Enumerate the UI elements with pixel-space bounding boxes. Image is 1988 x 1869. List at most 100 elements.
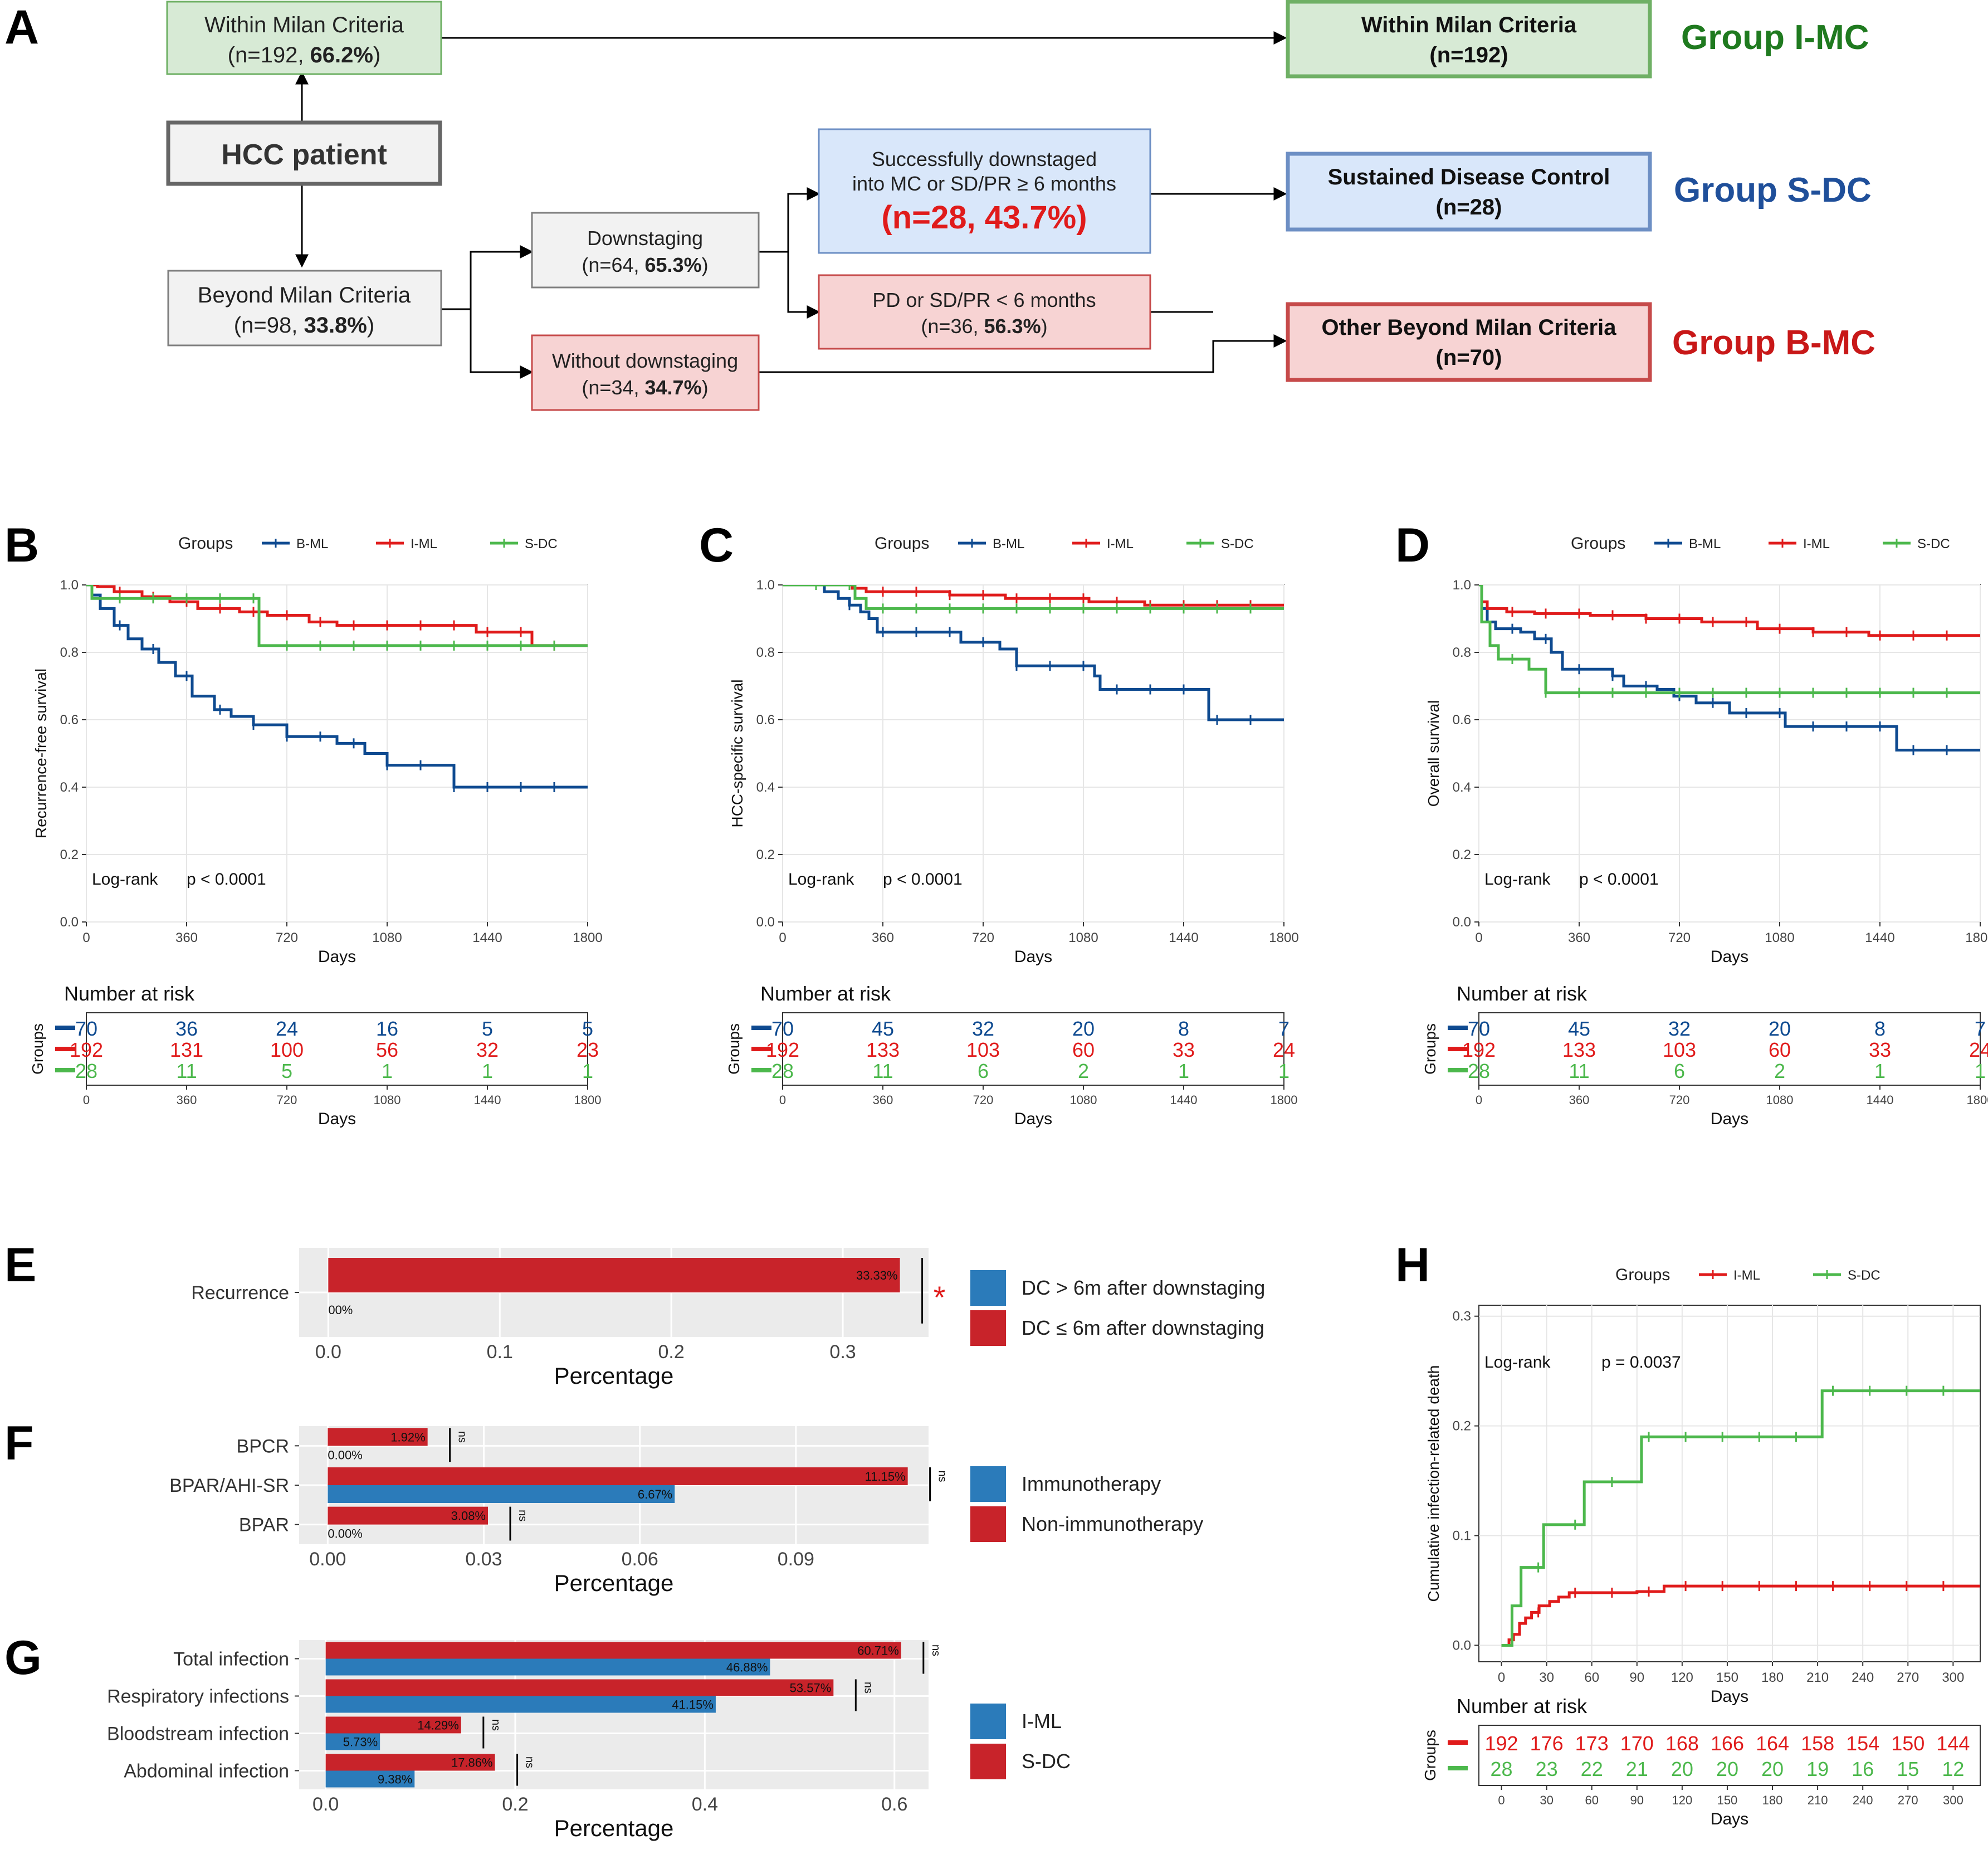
svg-text:(n=192): (n=192) <box>1429 43 1508 67</box>
panel-label-c: C <box>699 519 734 572</box>
x-axis-title: Percentage <box>554 1815 674 1841</box>
panel-h-infection-death: Groups I-ML S-DC0 30 60 90 120 150 180 210 240 270 3… <box>1422 1266 1981 1828</box>
risk-count: 23 <box>577 1038 599 1061</box>
x-tick-label: 210 <box>1806 1670 1829 1685</box>
y-tick-label: 0.4 <box>60 780 79 795</box>
risk-count: 1 <box>582 1060 593 1082</box>
panel-c-hcc-specific-survival: Groups B-ML I-ML S-DC0 360 720 1080 1440 18000.0… <box>725 534 1299 1128</box>
x-tick-label: 0 <box>779 930 786 945</box>
legend-title: Groups <box>178 534 233 553</box>
significance-ns: ns <box>456 1431 468 1443</box>
logrank-label: Log-rank <box>92 870 158 889</box>
risk-count: 11 <box>1569 1060 1589 1082</box>
y-tick-label: 0.8 <box>1453 645 1471 660</box>
x-tick-label: 1440 <box>1865 930 1894 945</box>
risk-table-ylabel: Groups <box>1422 1730 1439 1781</box>
significance-star: * <box>934 1280 946 1315</box>
category-label: Total infection <box>173 1649 289 1670</box>
y-tick-label: 0.4 <box>1453 780 1471 795</box>
risk-count: 170 <box>1620 1732 1654 1755</box>
y-tick-label: 1.0 <box>1453 578 1471 593</box>
risk-count: 19 <box>1806 1758 1829 1780</box>
curves <box>86 585 588 792</box>
risk-count: 20 <box>1671 1758 1693 1780</box>
panel-e-recurrence-bars: 0.0 0.1 0.2 0.3 Percentage Recurrence 33.33% 00… <box>191 1248 1265 1389</box>
y-tick-label: 1.0 <box>756 578 775 593</box>
x-tick-label: 60 <box>1584 1670 1599 1685</box>
curve-i-ml <box>86 585 588 647</box>
category-label: Abdominal infection <box>124 1761 289 1782</box>
risk-count: 11 <box>872 1060 893 1082</box>
curve-s-dc <box>1501 1389 1980 1647</box>
risk-table-title: Number at risk <box>1457 1695 1588 1717</box>
legend-label: B-ML <box>1689 536 1721 552</box>
svg-text:(n=28): (n=28) <box>1436 195 1502 219</box>
risk-table-ylabel: Groups <box>29 1023 46 1075</box>
significance-ns: ns <box>516 1510 529 1521</box>
risk-count: 8 <box>1874 1017 1886 1040</box>
bar-value-label: 6.67% <box>638 1487 672 1501</box>
panel-label-e: E <box>4 1238 36 1292</box>
risk-x-tick-label: 720 <box>277 1093 297 1107</box>
x-tick-label: 0 <box>1498 1670 1505 1685</box>
legend-title: Groups <box>875 534 929 553</box>
svg-text:Within Milan Criteria: Within Milan Criteria <box>204 13 404 37</box>
risk-table-frame <box>1478 1725 1981 1786</box>
y-tick-label: 0.0 <box>1453 915 1471 930</box>
svg-text:(n=70): (n=70) <box>1436 345 1502 370</box>
legend-label: I-ML <box>411 536 437 552</box>
risk-x-tick-label: 0 <box>83 1093 90 1107</box>
legend-label: S-DC <box>1848 1268 1880 1283</box>
risk-x-tick-label: 210 <box>1808 1793 1828 1807</box>
y-tick-label: 0.2 <box>60 847 79 862</box>
risk-x-tick-label: 360 <box>873 1093 893 1107</box>
risk-x-title: Days <box>1014 1110 1052 1128</box>
legend: Groups B-ML I-ML S-DC <box>875 534 1254 553</box>
p-value-label: p < 0.0001 <box>187 870 266 889</box>
risk-table-ylabel: Groups <box>725 1023 743 1075</box>
axis-ticks: 0 360 720 1080 1440 1800 0.0 0.2 0.4 0.6 0.8 1.0 <box>60 578 603 945</box>
risk-count: 166 <box>1711 1732 1744 1755</box>
svg-text:into MC or SD/PR ≥ 6 months: into MC or SD/PR ≥ 6 months <box>852 172 1116 195</box>
y-tick-label: 0.3 <box>1453 1309 1471 1324</box>
panel-label-g: G <box>4 1631 42 1685</box>
y-tick-label: 0.8 <box>60 645 79 660</box>
y-tick-label: 0.0 <box>1453 1638 1471 1653</box>
x-tick-label: 30 <box>1539 1670 1554 1685</box>
axis-ticks: 0 360 720 1080 1440 1800 0.0 0.2 0.4 0.6 0.8 1.0 <box>1453 578 1988 945</box>
svg-text:Successfully downstaged: Successfully downstaged <box>872 148 1097 170</box>
risk-x-tick-label: 90 <box>1630 1793 1644 1807</box>
box-without-downstaging: Without downstaging (n=34, 34.7%) <box>531 334 760 411</box>
svg-text:Other Beyond Milan Criteria: Other Beyond Milan Criteria <box>1322 315 1617 340</box>
panel-b-recurrence-free-survival: Groups B-ML I-ML S-DC0 360 720 1080 1440 18000.0… <box>29 534 603 1128</box>
svg-text:Sustained Disease Control: Sustained Disease Control <box>1328 165 1610 189</box>
x-tick-label: 180 <box>1761 1670 1784 1685</box>
legend-label: DC ≤ 6m after downstaging <box>1022 1316 1264 1339</box>
legend-swatch <box>970 1744 1006 1779</box>
category-label: BPCR <box>237 1436 289 1457</box>
x-tick-label: 1800 <box>1965 930 1988 945</box>
significance-ns: ns <box>524 1756 536 1768</box>
x-tick-label: 90 <box>1629 1670 1644 1685</box>
risk-count: 22 <box>1581 1758 1603 1780</box>
x-tick-label: 0.2 <box>658 1341 685 1363</box>
bar-s-dc <box>325 1754 495 1771</box>
curve-s-dc <box>783 585 1284 610</box>
x-tick-label: 0.1 <box>487 1341 513 1363</box>
y-tick-label: 0.6 <box>1453 713 1471 728</box>
risk-count: 150 <box>1891 1732 1924 1755</box>
risk-count: 5 <box>482 1017 493 1040</box>
box-downstaging: Downstaging (n=64, 65.3%) <box>531 212 760 289</box>
x-axis-title: Days <box>1014 948 1052 966</box>
risk-count: 32 <box>972 1017 994 1040</box>
risk-x-tick-label: 270 <box>1898 1793 1918 1807</box>
svg-text:Beyond Milan Criteria: Beyond Milan Criteria <box>198 283 411 308</box>
legend-label: S-DC <box>1917 536 1950 552</box>
legend-label: I-ML <box>1803 536 1830 552</box>
risk-x-tick-label: 720 <box>973 1093 994 1107</box>
x-tick-label: 0.06 <box>622 1549 658 1570</box>
risk-count: 21 <box>1626 1758 1648 1780</box>
risk-x-tick-label: 30 <box>1540 1793 1553 1807</box>
p-value-label: p < 0.0001 <box>1579 870 1659 889</box>
risk-count: 173 <box>1575 1732 1609 1755</box>
